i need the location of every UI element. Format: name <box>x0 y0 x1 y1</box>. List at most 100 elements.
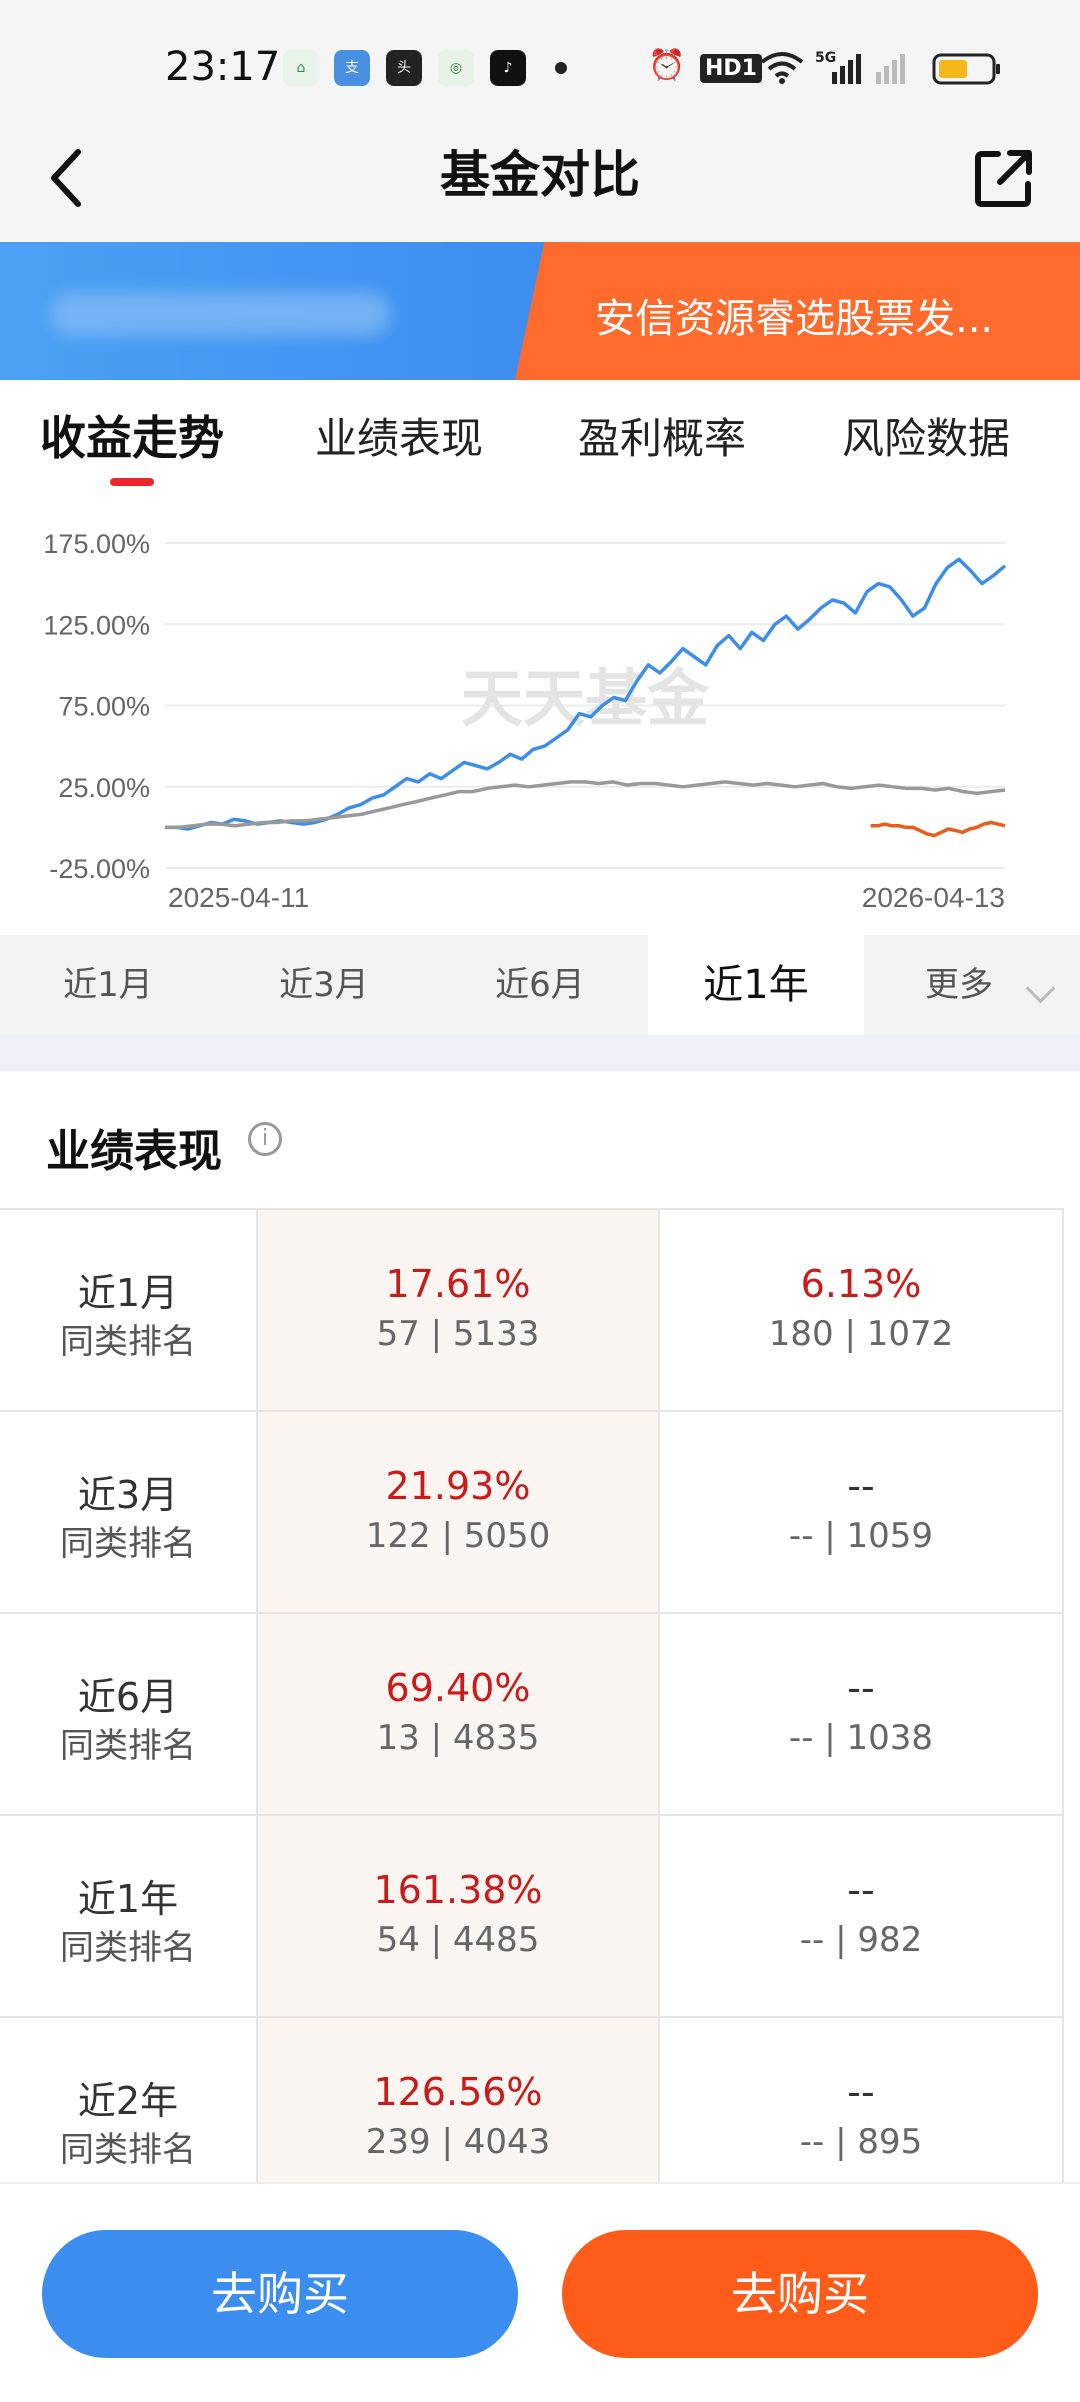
table-row: 近1月同类排名 17.61% 57 | 5133 6.13% 180 | 1072 <box>0 1208 1064 1410</box>
series-line-fund2 <box>870 820 1006 838</box>
alipay-app-icon: 支 <box>334 50 370 86</box>
active-tab-indicator <box>110 478 154 486</box>
fund1-return: 17.61% <box>385 1262 531 1306</box>
fund2-rank: 180 | 1072 <box>768 1314 954 1354</box>
y-tick-label: 175.00% <box>43 529 150 559</box>
fund2-rank: -- | 895 <box>799 2122 923 2162</box>
table-row: 近1年同类排名 161.38% 54 | 4485 -- -- | 982 <box>0 1814 1064 2016</box>
period-label: 近2年 <box>77 2079 179 2123</box>
fund1-return: 69.40% <box>385 1666 531 1710</box>
notification-dot-icon <box>555 62 567 74</box>
fund1-cell: 21.93% 122 | 5050 <box>258 1412 660 1612</box>
status-time: 23:17 <box>165 44 281 90</box>
fund2-cell: -- -- | 895 <box>660 2018 1064 2218</box>
fund1-rank: 239 | 4043 <box>365 2122 551 2162</box>
period-cell: 近6月同类排名 <box>0 1614 258 1814</box>
fund2-cell: -- -- | 1038 <box>660 1614 1064 1814</box>
buy-fund2-button[interactable]: 去购买 <box>562 2230 1038 2358</box>
chevron-left-icon <box>51 149 81 207</box>
fund2-rank: -- | 1059 <box>788 1516 934 1556</box>
section-divider <box>0 1035 1080 1071</box>
y-tick-label: -25.00% <box>49 854 150 884</box>
range-6m[interactable]: 近6月 <box>495 965 585 1005</box>
x-end-label: 2026-04-13 <box>862 882 1005 913</box>
performance-title: 业绩表现 <box>46 1126 222 1177</box>
range-3m[interactable]: 近3月 <box>279 965 369 1005</box>
y-tick-label: 125.00% <box>43 610 150 640</box>
rank-label: 同类排名 <box>60 1524 196 1564</box>
tab-risk-data[interactable]: 风险数据 <box>842 414 1011 463</box>
tiktok-app-icon: ♪ <box>490 50 526 86</box>
signal-icon <box>818 50 914 90</box>
fund2-cell: -- -- | 1059 <box>660 1412 1064 1612</box>
banner-fund2-bg-cover <box>560 242 1080 380</box>
bank-app-icon: ◎ <box>438 50 474 86</box>
hd-badge: HD1 <box>700 54 762 83</box>
series-line-fund1 <box>165 557 1007 831</box>
period-label: 近6月 <box>77 1675 179 1719</box>
period-label: 近1年 <box>77 1877 179 1921</box>
rank-label: 同类排名 <box>60 1322 196 1362</box>
back-button[interactable] <box>36 148 96 208</box>
table-row: 近2年同类排名 126.56% 239 | 4043 -- -- | 895 <box>0 2016 1064 2218</box>
fund1-cell: 161.38% 54 | 4485 <box>258 1816 660 2016</box>
blurred-fund-name <box>50 292 390 336</box>
period-label: 近1月 <box>77 1271 179 1315</box>
return-trend-chart[interactable]: 175.00% 125.00% 75.00% 25.00% -25.00% 天天基金 202… <box>0 500 1080 920</box>
fund1-rank: 54 | 4485 <box>376 1920 540 1960</box>
toutiao-app-icon: 头 <box>386 50 422 86</box>
fund2-rank: -- | 1038 <box>788 1718 934 1758</box>
rank-label: 同类排名 <box>60 1928 196 1968</box>
fund2-rank: -- | 982 <box>799 1920 923 1960</box>
table-row: 近6月同类排名 69.40% 13 | 4835 -- -- | 1038 <box>0 1612 1064 1814</box>
period-cell: 近2年同类排名 <box>0 2018 258 2218</box>
period-cell: 近3月同类排名 <box>0 1412 258 1612</box>
series-line-benchmark <box>165 780 1006 830</box>
network-type: 5G <box>815 50 837 66</box>
fund1-return: 126.56% <box>373 2070 543 2114</box>
x-start-label: 2025-04-11 <box>168 882 309 913</box>
buy-fund1-button[interactable]: 去购买 <box>42 2230 518 2358</box>
fund2-return: 6.13% <box>800 1262 922 1306</box>
period-cell: 近1年同类排名 <box>0 1816 258 2016</box>
share-button[interactable] <box>966 140 1042 216</box>
fund1-return: 161.38% <box>373 1868 543 1912</box>
fund1-cell: 69.40% 13 | 4835 <box>258 1614 660 1814</box>
y-tick-label: 25.00% <box>58 773 150 803</box>
alarm-icon: ⏰ <box>648 48 686 83</box>
info-icon[interactable]: i <box>248 1122 282 1156</box>
range-1y[interactable]: 近1年 <box>648 935 864 1035</box>
page-title: 基金对比 <box>440 146 640 204</box>
fund1-rank: 13 | 4835 <box>376 1718 540 1758</box>
chart-watermark: 天天基金 <box>461 662 710 735</box>
chart-panel <box>0 380 1080 935</box>
y-tick-label: 75.00% <box>58 692 150 722</box>
period-cell: 近1月同类排名 <box>0 1210 258 1410</box>
fund1-rank: 57 | 5133 <box>376 1314 540 1354</box>
wifi-icon <box>760 50 804 88</box>
range-tab-bar <box>0 935 1080 1035</box>
fund2-return: -- <box>847 2070 875 2114</box>
range-1m[interactable]: 近1月 <box>63 965 153 1005</box>
tab-performance[interactable]: 业绩表现 <box>315 414 484 463</box>
table-row: 近3月同类排名 21.93% 122 | 5050 -- -- | 1059 <box>0 1410 1064 1612</box>
fund1-cell: 17.61% 57 | 5133 <box>258 1210 660 1410</box>
banner-fund2-name[interactable]: 安信资源睿选股票发... <box>595 296 994 342</box>
fund1-rank: 122 | 5050 <box>365 1516 551 1556</box>
tab-return-trend[interactable]: 收益走势 <box>40 411 224 465</box>
fund2-return: -- <box>847 1868 875 1912</box>
home-app-icon: ⌂ <box>283 50 319 86</box>
status-bar <box>0 0 1080 140</box>
range-more[interactable]: 更多 <box>925 965 993 1005</box>
fund1-return: 21.93% <box>385 1464 531 1508</box>
rank-label: 同类排名 <box>60 1726 196 1766</box>
period-label: 近3月 <box>77 1473 179 1517</box>
tab-profit-probability[interactable]: 盈利概率 <box>578 414 747 463</box>
fund2-return: -- <box>847 1666 875 1710</box>
rank-label: 同类排名 <box>60 2130 196 2170</box>
battery-icon <box>932 52 1002 90</box>
fund2-return: -- <box>847 1464 875 1508</box>
fund2-cell: 6.13% 180 | 1072 <box>660 1210 1064 1410</box>
share-icon <box>975 150 1032 207</box>
fund2-cell: -- -- | 982 <box>660 1816 1064 2016</box>
